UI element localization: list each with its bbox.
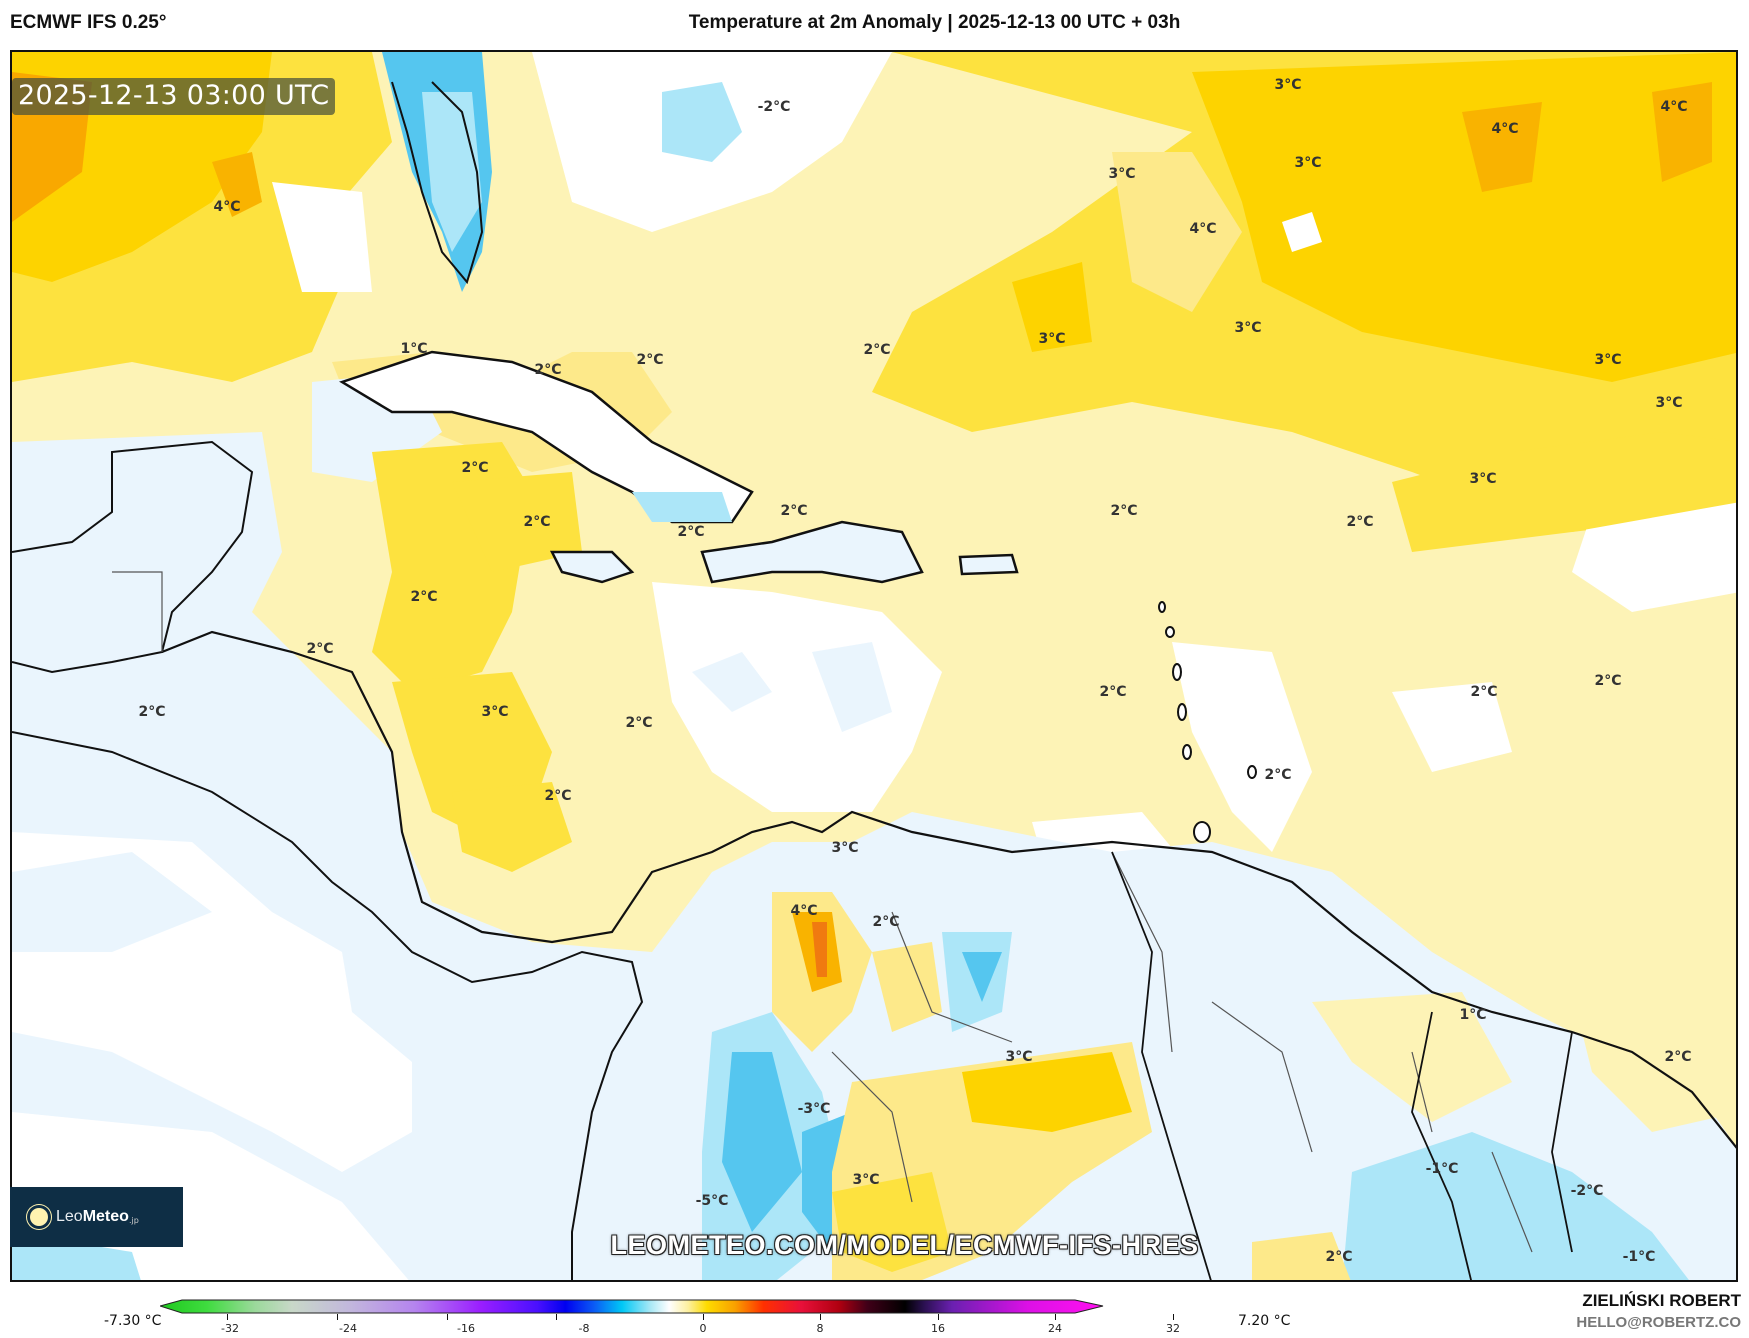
contour-label: 1°C xyxy=(400,341,428,357)
colorbar-tick-label: -16 xyxy=(457,1322,475,1335)
colorbar-gradient xyxy=(160,1299,1104,1314)
logo-text-suffix: .jp xyxy=(128,1215,139,1225)
contour-label: -2°C xyxy=(1570,1183,1604,1199)
contour-label: 1°C xyxy=(1459,1007,1487,1023)
author-name: ZIELIŃSKI ROBERT xyxy=(1582,1291,1741,1310)
colorbar-tick-label: 24 xyxy=(1048,1322,1062,1335)
contour-label: 3°C xyxy=(1469,471,1497,487)
contour-label: 2°C xyxy=(1470,684,1498,700)
contour-label: 3°C xyxy=(1274,77,1302,93)
contour-label: 3°C xyxy=(1234,320,1262,336)
contour-label: 2°C xyxy=(410,589,438,605)
author-email[interactable]: HELLO@ROBERTZ.CO xyxy=(1576,1314,1741,1331)
contour-label: 4°C xyxy=(1491,121,1519,137)
colorbar-tick-label: -24 xyxy=(339,1322,357,1335)
colorbar-tick-label: 0 xyxy=(699,1322,707,1335)
contour-label: 4°C xyxy=(1189,221,1217,237)
contour-label: 2°C xyxy=(1664,1049,1692,1065)
contour-label: 2°C xyxy=(863,342,891,358)
watermark-url: LEOMETEO.COM/MODEL/ECMWF-IFS-HRES xyxy=(610,1230,1199,1260)
colorbar-tick xyxy=(1055,1314,1056,1320)
contour-label: 2°C xyxy=(1594,673,1622,689)
valid-time-badge: 2025-12-13 03:00 UTC xyxy=(12,78,336,115)
contour-label: 4°C xyxy=(790,903,818,919)
colorbar-tick xyxy=(703,1314,704,1320)
colorbar-tick xyxy=(938,1314,939,1320)
contour-label: 2°C xyxy=(306,641,334,657)
contour-label: 4°C xyxy=(1660,99,1688,115)
contour-label: 2°C xyxy=(1099,684,1127,700)
contour-label: 3°C xyxy=(1038,331,1066,347)
contour-label: 2°C xyxy=(1264,767,1292,783)
colorbar-tick-label: 16 xyxy=(931,1322,945,1335)
colorbar-tick-label: -32 xyxy=(221,1322,239,1335)
colorbar-tick-label: 32 xyxy=(1166,1322,1180,1335)
sun-icon xyxy=(30,1208,48,1226)
contour-label: 3°C xyxy=(481,704,509,720)
colorbar-tick xyxy=(227,1314,228,1320)
leometeo-logo: Leo Meteo .jp xyxy=(10,1187,183,1247)
contour-label: 2°C xyxy=(461,460,489,476)
colorbar-max-label: 7.20 °C xyxy=(1238,1313,1291,1329)
contour-label: 3°C xyxy=(1594,352,1622,368)
contour-label: -3°C xyxy=(797,1101,831,1117)
colorbar-tick xyxy=(556,1314,557,1320)
colorbar-tick xyxy=(1173,1314,1174,1320)
map-fill xyxy=(12,52,1736,1280)
logo-text-leo: Leo xyxy=(56,1208,83,1225)
contour-label: 2°C xyxy=(636,352,664,368)
model-name: ECMWF IFS 0.25° xyxy=(10,12,167,33)
contour-label: 2°C xyxy=(780,503,808,519)
contour-label: 2°C xyxy=(1346,514,1374,530)
contour-label: -1°C xyxy=(1622,1249,1656,1265)
anomaly-map: -2°C 3°C 4°C 4°C 3°C 3°C 4°C 4°C 3°C 3°C 3°C 3°C 1°C… xyxy=(10,50,1738,1282)
colorbar-tick-label: -8 xyxy=(578,1322,590,1335)
contour-label: -1°C xyxy=(1425,1161,1459,1177)
chart-title: Temperature at 2m Anomaly | 2025-12-13 0… xyxy=(688,12,1181,33)
colorbar-tick xyxy=(820,1314,821,1320)
contour-label: 2°C xyxy=(534,362,562,378)
contour-label: -2°C xyxy=(757,99,791,115)
contour-label: -5°C xyxy=(695,1193,729,1209)
colorbar-tick xyxy=(447,1314,448,1320)
logo-text-meteo: Meteo xyxy=(82,1208,129,1225)
contour-label: 3°C xyxy=(1655,395,1683,411)
contour-label: 3°C xyxy=(852,1172,880,1188)
contour-label: 2°C xyxy=(544,788,572,804)
contour-label: 2°C xyxy=(625,715,653,731)
contour-label: 2°C xyxy=(1110,503,1138,519)
contour-label: 3°C xyxy=(831,840,859,856)
contour-label: 3°C xyxy=(1108,166,1136,182)
colorbar-tick-label: 8 xyxy=(816,1322,824,1335)
contour-label: 2°C xyxy=(1325,1249,1353,1265)
contour-label: 2°C xyxy=(677,524,705,540)
contour-label: 2°C xyxy=(523,514,551,530)
colorbar-min-label: -7.30 °C xyxy=(104,1313,162,1329)
contour-label: 4°C xyxy=(213,199,241,215)
contour-label: 3°C xyxy=(1294,155,1322,171)
contour-label: 3°C xyxy=(1005,1049,1033,1065)
colorbar-tick xyxy=(337,1314,338,1320)
contour-label: 2°C xyxy=(872,914,900,930)
contour-label: 2°C xyxy=(138,704,166,720)
